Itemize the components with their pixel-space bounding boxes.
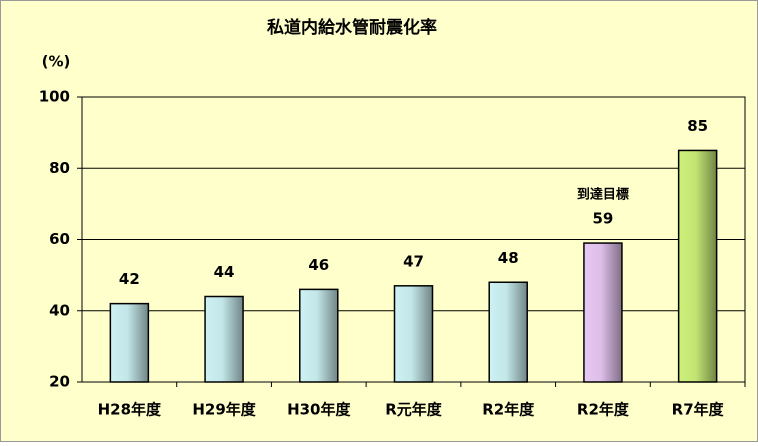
value-label: 48 (498, 249, 519, 267)
y-tick-label: 100 (39, 88, 70, 106)
x-tick-label: R元年度 (385, 401, 443, 419)
y-tick-label: 60 (49, 230, 70, 248)
value-label: 59 (592, 210, 613, 228)
annotation: 到達目標 (577, 187, 629, 203)
bar-shade (677, 149, 718, 383)
value-label: 42 (119, 270, 140, 288)
x-tick-label: H30年度 (287, 401, 351, 419)
y-tick-label: 80 (49, 159, 70, 177)
y-axis-label: (%) (42, 53, 71, 71)
value-label: 47 (403, 252, 424, 270)
bar-shade (583, 242, 623, 383)
value-label: 85 (687, 117, 708, 135)
bar-shade (299, 288, 339, 383)
value-label: 46 (308, 256, 329, 274)
chart-title: 私道内給水管耐震化率 (267, 17, 437, 38)
x-tick-label: R2年度 (577, 401, 630, 419)
x-tick-label: H29年度 (192, 401, 256, 419)
x-tick-label: H28年度 (98, 401, 162, 419)
y-tick-label: 20 (49, 373, 70, 391)
bar-shade (393, 285, 434, 383)
x-tick-label: R7年度 (672, 401, 725, 419)
bar-shade (204, 295, 244, 383)
y-tick-label: 40 (49, 301, 70, 319)
bar-shade (488, 281, 528, 383)
bar-shade (109, 302, 150, 383)
value-label: 44 (214, 263, 235, 281)
x-tick-label: R2年度 (482, 401, 535, 419)
